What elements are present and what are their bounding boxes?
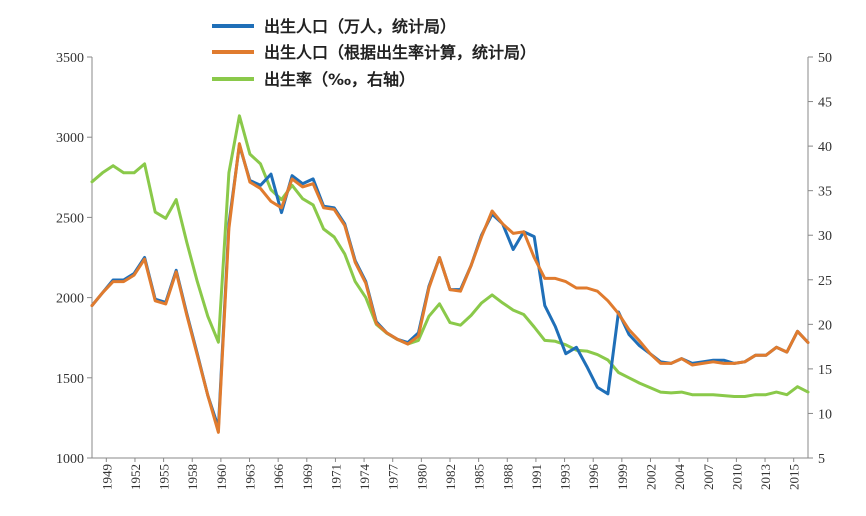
left-y-tick-label: 2000 bbox=[56, 292, 84, 307]
left-y-tick-label: 3500 bbox=[56, 51, 84, 66]
x-tick-label: 2010 bbox=[729, 464, 744, 490]
x-tick-label: 1988 bbox=[500, 464, 515, 490]
x-tick-label: 1991 bbox=[529, 464, 544, 490]
x-tick-label: 1974 bbox=[357, 464, 372, 491]
x-tick-label: 2015 bbox=[787, 464, 802, 490]
right-y-tick-label: 10 bbox=[818, 407, 832, 422]
x-tick-label: 1949 bbox=[99, 464, 114, 490]
right-y-tick-label: 35 bbox=[818, 185, 832, 200]
x-tick-label: 1996 bbox=[586, 464, 601, 491]
x-tick-label: 2004 bbox=[672, 464, 687, 491]
x-tick-label: 1958 bbox=[185, 464, 200, 490]
x-tick-label: 2002 bbox=[643, 464, 658, 490]
x-tick-label: 1980 bbox=[414, 464, 429, 490]
legend-label-2: 出生率（‰，右轴） bbox=[264, 70, 415, 89]
x-tick-label: 1999 bbox=[615, 464, 630, 490]
right-y-tick-label: 50 bbox=[818, 51, 832, 66]
x-tick-label: 1969 bbox=[300, 464, 315, 490]
x-tick-label: 1971 bbox=[328, 464, 343, 490]
x-tick-label: 1952 bbox=[128, 464, 143, 490]
x-tick-label: 1982 bbox=[443, 464, 458, 490]
right-y-tick-label: 30 bbox=[818, 229, 832, 244]
right-y-tick-label: 25 bbox=[818, 274, 832, 289]
x-tick-label: 1966 bbox=[271, 464, 286, 491]
right-y-tick-label: 45 bbox=[818, 96, 832, 111]
legend-label-0: 出生人口（万人，统计局） bbox=[264, 17, 456, 36]
series-group bbox=[90, 114, 810, 434]
x-tick-label: 1977 bbox=[386, 464, 401, 491]
left-y-tick-label: 1500 bbox=[56, 372, 84, 387]
x-tick-label: 1993 bbox=[558, 464, 573, 490]
right-y-tick-label: 20 bbox=[818, 318, 832, 333]
x-tick-label: 1960 bbox=[214, 464, 229, 490]
legend: 出生人口（万人，统计局） 出生人口（根据出生率计算，统计局） 出生率（‰，右轴） bbox=[212, 17, 536, 89]
right-y-tick-label: 5 bbox=[818, 452, 825, 467]
axes: 1000 1500 2000 2500 3000 3500 5 10 15 20 25 30 35 40 4… bbox=[56, 51, 832, 490]
left-y-tick-label: 3000 bbox=[56, 131, 84, 146]
series-line-2 bbox=[90, 114, 810, 398]
x-tick-label: 2007 bbox=[701, 464, 716, 491]
right-y-tick-label: 15 bbox=[818, 363, 832, 378]
x-tick-label: 1985 bbox=[472, 464, 487, 490]
left-y-tick-label: 1000 bbox=[56, 452, 84, 467]
legend-label-1: 出生人口（根据出生率计算，统计局） bbox=[264, 43, 536, 62]
left-y-tick-label: 2500 bbox=[56, 211, 84, 226]
x-tick-label: 2013 bbox=[758, 464, 773, 490]
x-tick-label: 1963 bbox=[243, 464, 258, 490]
right-y-tick-label: 40 bbox=[818, 140, 832, 155]
x-tick-label: 1955 bbox=[157, 464, 172, 490]
series-line-1 bbox=[90, 142, 810, 434]
